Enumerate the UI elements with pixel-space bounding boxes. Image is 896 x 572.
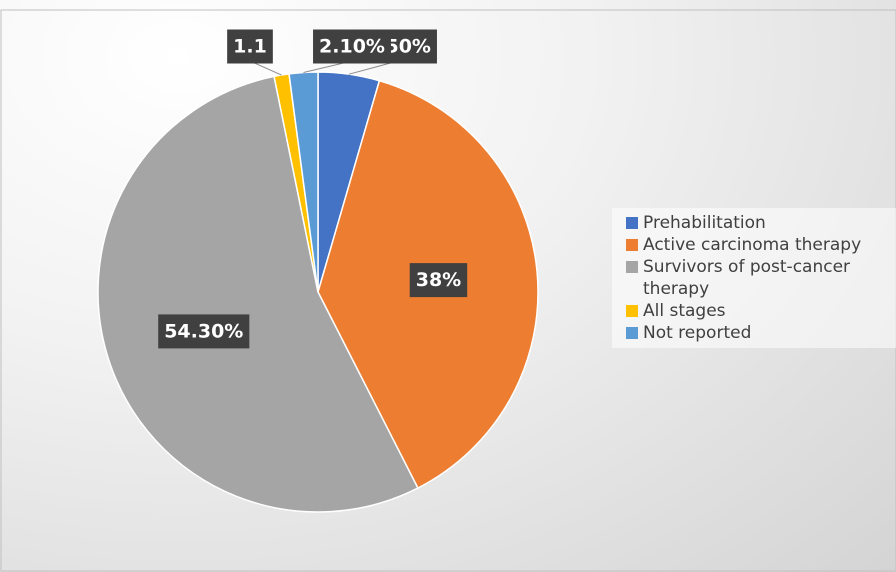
- legend-item: Survivors of post-cancer therapy: [626, 256, 896, 300]
- legend-swatch: [626, 261, 638, 273]
- legend-item: All stages: [626, 300, 896, 322]
- pie-slice: [97, 75, 419, 513]
- legend-label: Survivors of post-cancer therapy: [643, 257, 851, 299]
- legend-label: Not reported: [643, 323, 752, 343]
- legend-swatch: [626, 217, 638, 229]
- data-label-box: [158, 314, 250, 349]
- data-label: 2.10%: [319, 36, 385, 58]
- data-label: 54.30%: [164, 320, 243, 342]
- legend-label: Active carcinoma therapy: [643, 235, 862, 255]
- legend-swatch: [626, 305, 638, 317]
- chart-border: [0, 9, 896, 572]
- legend-label: All stages: [643, 301, 726, 321]
- data-label-box: [409, 263, 468, 298]
- data-label-box: [313, 29, 391, 64]
- legend-swatch: [626, 239, 638, 251]
- legend-item: Prehabilitation: [626, 212, 896, 234]
- legend-swatch: [626, 327, 638, 339]
- data-label: 38%: [416, 269, 461, 291]
- data-label-box: [227, 29, 273, 64]
- legend-item: Active carcinoma therapy: [626, 234, 896, 256]
- legend-item: Not reported: [626, 322, 896, 344]
- legend-label: Prehabilitation: [643, 213, 766, 233]
- legend: Prehabilitation Active carcinoma therapy S…: [612, 208, 896, 348]
- data-label: 1.1: [233, 36, 267, 58]
